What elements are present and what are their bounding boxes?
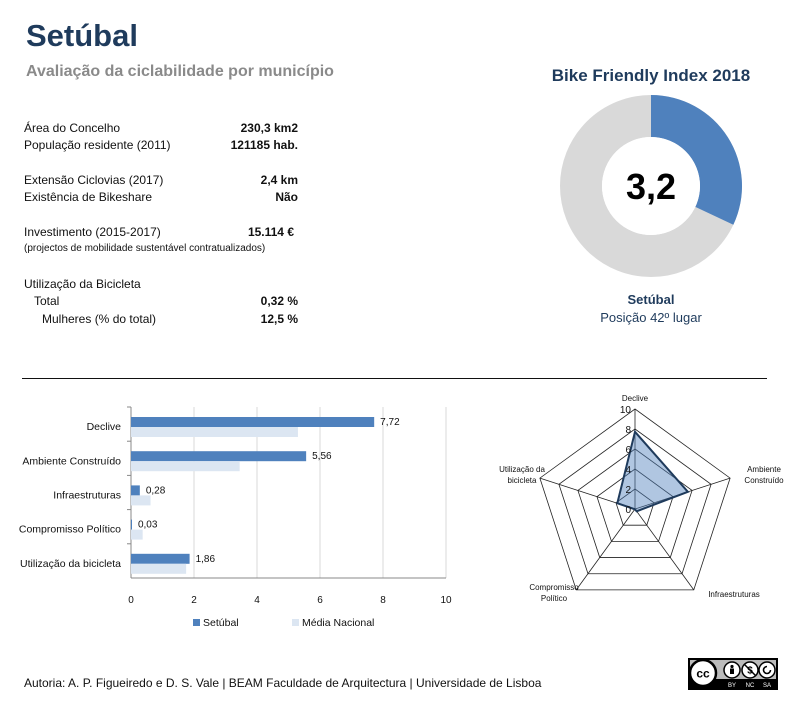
by-label: BY (728, 683, 736, 689)
bar-chart-legend: Setúbal Média Nacional (193, 617, 374, 629)
page-subtitle: Avaliação da ciclabilidade por município (26, 63, 334, 80)
sa-sharealike-icon (758, 661, 776, 679)
bar-value-label: 1,86 (196, 554, 216, 565)
x-tick-label: 4 (254, 595, 260, 606)
radar-labels: 0 2 4 6 8 10 Declive Ambiente Construído Infraest… (499, 394, 784, 603)
cc-logo-text: cc (696, 667, 710, 681)
legend-label-media: Média Nacional (302, 617, 374, 629)
radar-chart: 0 2 4 6 8 10 Declive Ambiente Construído Infraest… (499, 394, 784, 603)
legend-swatch-setubal (193, 619, 200, 626)
bar-media-nacional (131, 529, 143, 540)
bar-value-label: 5,56 (312, 451, 332, 462)
radar-tick-label: 2 (625, 485, 631, 496)
index-city: Setúbal (627, 292, 675, 307)
radar-ring (615, 488, 655, 526)
x-tick-label: 0 (128, 595, 134, 606)
radar-series-setubal (616, 429, 690, 513)
bar-media-nacional (131, 427, 298, 437)
bar-chart-bars (131, 417, 375, 574)
stat-value-area: 230,3 km2 (240, 121, 298, 135)
stat-label-usage: Utilização da Bicicleta (24, 277, 141, 291)
stat-label-bikeshare: Existência de Bikeshare (24, 190, 153, 204)
radar-ring (577, 448, 693, 558)
index-donut: 3,2 (560, 95, 742, 277)
bar-setubal (131, 519, 132, 530)
radar-tick-label: 10 (620, 405, 632, 416)
radar-axis-label: Compromisso (529, 583, 579, 592)
legend-label-setubal: Setúbal (203, 617, 239, 629)
stat-value-usage-women: 12,5 % (260, 312, 298, 326)
index-position: Posição 42º lugar (600, 310, 702, 325)
bar-chart: 0 2 4 6 8 10 7,72 Declive 5,56 Ambiente Construíd… (19, 406, 452, 629)
bar-media-nacional (131, 563, 187, 574)
category-label: Infraestruturas (53, 490, 121, 502)
radar-spoke (634, 508, 695, 591)
index-title: Bike Friendly Index 2018 (551, 66, 751, 85)
category-label: Ambiente Construído (22, 455, 121, 467)
cc-license-badge: cc $ BY NC SA (688, 658, 778, 690)
section-divider (22, 378, 767, 379)
radar-tick-label: 8 (625, 425, 631, 436)
radar-axis-label: Declive (622, 394, 649, 403)
page-title: Setúbal (26, 18, 138, 53)
category-label: Utilização da bicicleta (20, 558, 121, 570)
radar-spoke (575, 508, 636, 591)
radar-axis-label: Construído (744, 476, 784, 485)
stat-label-investment: Investimento (2015-2017) (24, 225, 161, 239)
stat-label-area: Área do Concelho (24, 121, 121, 135)
stat-value-bikelanes: 2,4 km (260, 173, 298, 187)
nc-strike-line (743, 663, 757, 677)
radar-axis-label: Utilização da (499, 465, 545, 474)
radar-axis-label: Político (541, 594, 568, 603)
x-tick-label: 8 (380, 595, 386, 606)
bar-value-label: 0,28 (146, 485, 166, 496)
bar-setubal (131, 451, 307, 462)
category-label: Declive (87, 421, 122, 433)
stat-label-bikelanes: Extensão Ciclovias (2017) (24, 173, 164, 187)
radar-tick-label: 0 (625, 505, 631, 516)
stat-value-usage-total: 0,32 % (260, 294, 298, 308)
footer-credit: Autoria: A. P. Figueiredo e D. S. Vale |… (24, 676, 542, 690)
radar-tick-label: 6 (625, 445, 631, 456)
nc-label: NC (746, 683, 755, 689)
radar-ring (539, 408, 731, 591)
x-tick-label: 10 (440, 595, 452, 606)
radar-ring (596, 468, 674, 542)
cc-logo-icon (688, 658, 718, 688)
radar-ring (558, 428, 712, 575)
bar-setubal (131, 417, 375, 427)
donut-fill-segment (651, 95, 742, 225)
bar-value-label: 7,72 (380, 417, 400, 428)
bar-media-nacional (131, 461, 240, 472)
stat-value-bikeshare: Não (275, 190, 298, 204)
stat-value-population: 121185 hab. (230, 138, 298, 152)
x-tick-label: 6 (317, 595, 323, 606)
sa-label: SA (763, 683, 771, 689)
by-person-head (730, 664, 734, 669)
category-label: Compromisso Político (19, 524, 121, 536)
x-tick-label: 2 (191, 595, 197, 606)
radar-axis-label: Ambiente (747, 465, 781, 474)
index-value: 3,2 (626, 166, 676, 207)
bar-media-nacional (131, 495, 151, 506)
stat-note-investment: (projectos de mobilidade sustentável con… (24, 243, 266, 254)
radar-axis-label: bicicleta (508, 476, 537, 485)
stat-value-investment: 15.114 € (247, 225, 294, 239)
donut-center (602, 137, 700, 235)
radar-tick-label: 4 (625, 465, 631, 476)
bar-value-label: 0,03 (138, 520, 158, 531)
radar-axis-label: Infraestruturas (708, 590, 760, 599)
stat-label-usage-women: Mulheres (% do total) (42, 312, 157, 326)
stat-label-usage-total: Total (34, 294, 60, 308)
legend-swatch-media (292, 619, 299, 626)
bar-setubal (131, 485, 140, 496)
sa-arrow-glyph (762, 665, 772, 675)
radar-series (616, 429, 690, 513)
stat-label-population: População residente (2011) (24, 138, 171, 152)
bar-setubal (131, 553, 190, 564)
by-person-body (730, 668, 734, 674)
bar-chart-labels: 0 2 4 6 8 10 7,72 Declive 5,56 Ambiente Construíd… (19, 417, 452, 606)
